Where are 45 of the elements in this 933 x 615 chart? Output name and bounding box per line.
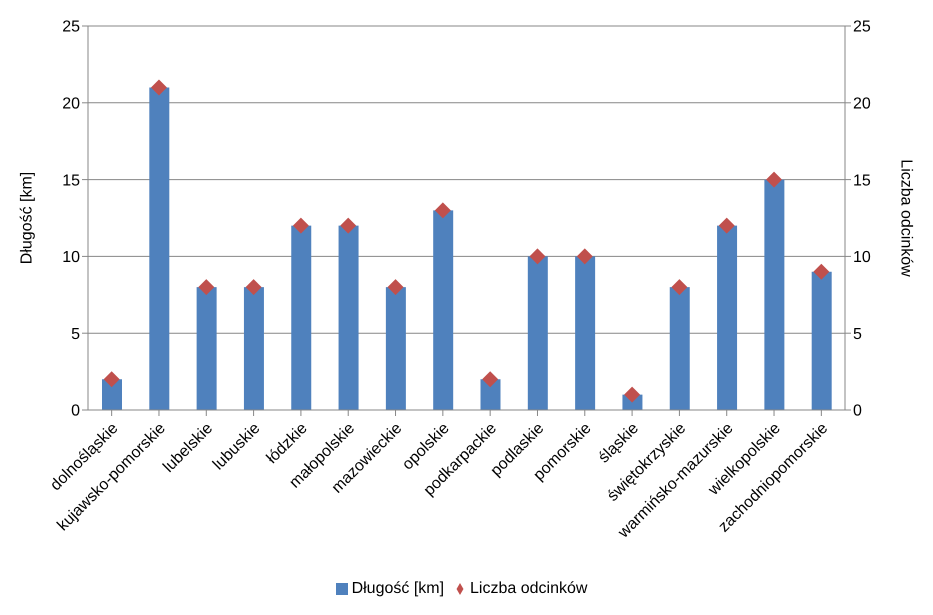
y-tick-label: 10 xyxy=(62,249,80,266)
point xyxy=(246,279,262,296)
bar xyxy=(812,272,832,410)
point xyxy=(340,218,356,234)
point xyxy=(529,248,546,264)
point xyxy=(434,202,451,218)
y2-tick-label: 20 xyxy=(853,95,871,112)
bar xyxy=(575,256,596,410)
y-tick-label: 15 xyxy=(62,172,80,190)
y-tick-label: 20 xyxy=(62,95,80,112)
point xyxy=(671,279,688,296)
y-tick-label: 0 xyxy=(71,402,80,420)
point xyxy=(388,279,404,296)
bar xyxy=(670,287,690,410)
point xyxy=(198,279,214,296)
point xyxy=(624,386,640,403)
bar xyxy=(764,180,784,410)
point xyxy=(150,79,167,96)
bar xyxy=(528,256,548,410)
y2-tick-label: 15 xyxy=(853,172,871,190)
point xyxy=(482,371,498,388)
legend-label: Liczba odcinków xyxy=(470,580,588,597)
bar xyxy=(338,226,359,410)
point xyxy=(766,172,782,188)
legend-label: Długość [km] xyxy=(352,580,444,597)
bar xyxy=(433,210,454,410)
bar xyxy=(717,226,738,410)
bar xyxy=(291,226,312,410)
bar xyxy=(196,287,217,410)
y-tick-label: 25 xyxy=(62,18,80,36)
point xyxy=(104,371,120,388)
bar xyxy=(149,87,170,410)
point xyxy=(813,264,830,280)
bar xyxy=(386,287,406,410)
y2-tick-label: 25 xyxy=(853,18,871,36)
point xyxy=(718,218,735,234)
point xyxy=(292,218,309,234)
bar xyxy=(244,287,264,410)
y2-axis-title: Liczba odcinków xyxy=(897,159,914,278)
y-tick-label: 5 xyxy=(71,326,80,343)
y2-tick-label: 10 xyxy=(853,249,871,266)
y-axis-title: Długość [km] xyxy=(18,172,36,264)
y2-tick-label: 0 xyxy=(853,402,862,420)
point xyxy=(576,248,593,264)
y2-tick-label: 5 xyxy=(853,326,862,343)
